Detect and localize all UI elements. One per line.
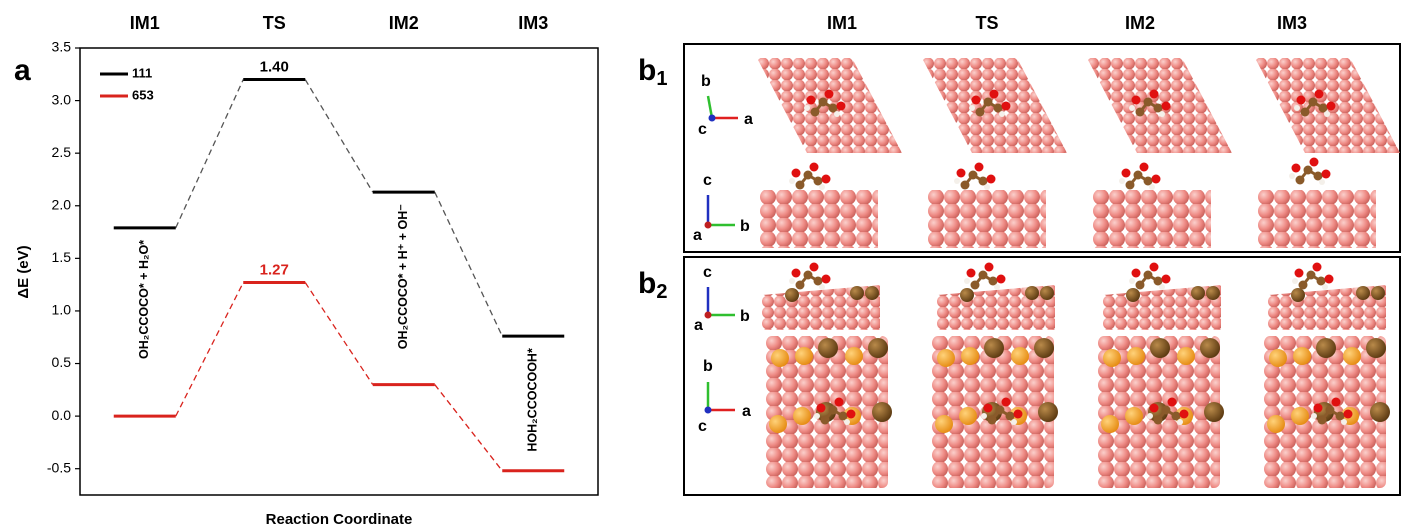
y-tick-label: 1.0	[52, 302, 72, 318]
figure: IM1 TS IM2 IM3 b1 b2	[0, 0, 1406, 529]
x-axis-title: Reaction Coordinate	[266, 511, 413, 528]
adsorbate	[964, 263, 1006, 291]
y-tick-label: 1.5	[52, 249, 72, 265]
adsorbate	[1129, 263, 1171, 291]
species-label: OH₂CCOCO* + H⁺ + OH⁻	[396, 204, 410, 350]
plot-frame	[80, 48, 598, 495]
barrier-label: 1.27	[260, 262, 289, 279]
axis-label: b	[740, 308, 750, 325]
axis-label: a	[742, 403, 751, 420]
side-view	[1268, 285, 1386, 330]
legend-label: 653	[132, 87, 154, 102]
axis-triad: b c a	[698, 73, 753, 138]
y-tick-label: 3.5	[52, 39, 72, 55]
y-tick-label: 2.0	[52, 196, 72, 212]
axis-label: a	[694, 317, 703, 334]
y-tick-label: 3.0	[52, 91, 72, 107]
panel-label: b1	[638, 54, 667, 90]
side-view	[937, 285, 1055, 330]
axis-label: b	[703, 358, 713, 375]
adsorbate	[789, 163, 831, 191]
column-header: IM3	[1277, 13, 1307, 33]
side-view	[1103, 285, 1221, 330]
axis-triad: c a b	[694, 264, 750, 334]
axis-label: c	[703, 264, 712, 281]
panel-label: a	[14, 54, 31, 87]
y-tick-label: 0.0	[52, 407, 72, 423]
axis-label: b	[740, 218, 750, 235]
connector	[435, 192, 503, 336]
adsorbate	[1289, 158, 1331, 186]
side-view	[762, 285, 880, 330]
category-label: TS	[263, 13, 286, 33]
connector	[176, 80, 244, 228]
axis-label: c	[698, 418, 707, 435]
species-label: HOH₂CCOCOOH*	[526, 348, 540, 452]
panel-label: b2	[638, 267, 667, 303]
structures-panel: IM1 TS IM2 IM3 b1 b2	[638, 13, 1400, 495]
top-view	[932, 336, 1058, 488]
y-tick-label: -0.5	[47, 459, 71, 475]
axis-label: a	[744, 111, 753, 128]
adsorbate	[1119, 163, 1161, 191]
connector	[305, 283, 373, 385]
species-label: OH₂CCOCO* + H₂O*	[137, 240, 151, 359]
adsorbate	[954, 163, 996, 191]
side-view	[760, 190, 878, 248]
category-label: IM1	[130, 13, 160, 33]
axis-label: a	[693, 227, 702, 244]
connector	[435, 385, 503, 471]
connector	[176, 283, 244, 417]
category-label: IM2	[389, 13, 419, 33]
column-header: IM1	[827, 13, 857, 33]
barrier-label: 1.40	[260, 59, 289, 76]
y-axis-title: ΔE (eV)	[15, 245, 32, 298]
category-label: IM3	[518, 13, 548, 33]
y-tick-label: 2.5	[52, 144, 72, 160]
adsorbate	[789, 263, 831, 291]
side-view	[928, 190, 1046, 248]
side-view	[1093, 190, 1211, 248]
connector	[305, 80, 373, 193]
axis-label: c	[703, 172, 712, 189]
legend-label: 111	[132, 65, 152, 80]
axis-triad: c a b	[693, 172, 750, 244]
side-view	[1258, 190, 1376, 248]
axis-label: c	[698, 121, 707, 138]
column-header: TS	[975, 13, 998, 33]
adsorbate	[1292, 263, 1334, 291]
axis-label: b	[701, 73, 711, 90]
top-view	[1098, 336, 1224, 488]
axis-triad: b c a	[698, 358, 751, 435]
y-tick-label: 0.5	[52, 354, 72, 370]
column-header: IM2	[1125, 13, 1155, 33]
